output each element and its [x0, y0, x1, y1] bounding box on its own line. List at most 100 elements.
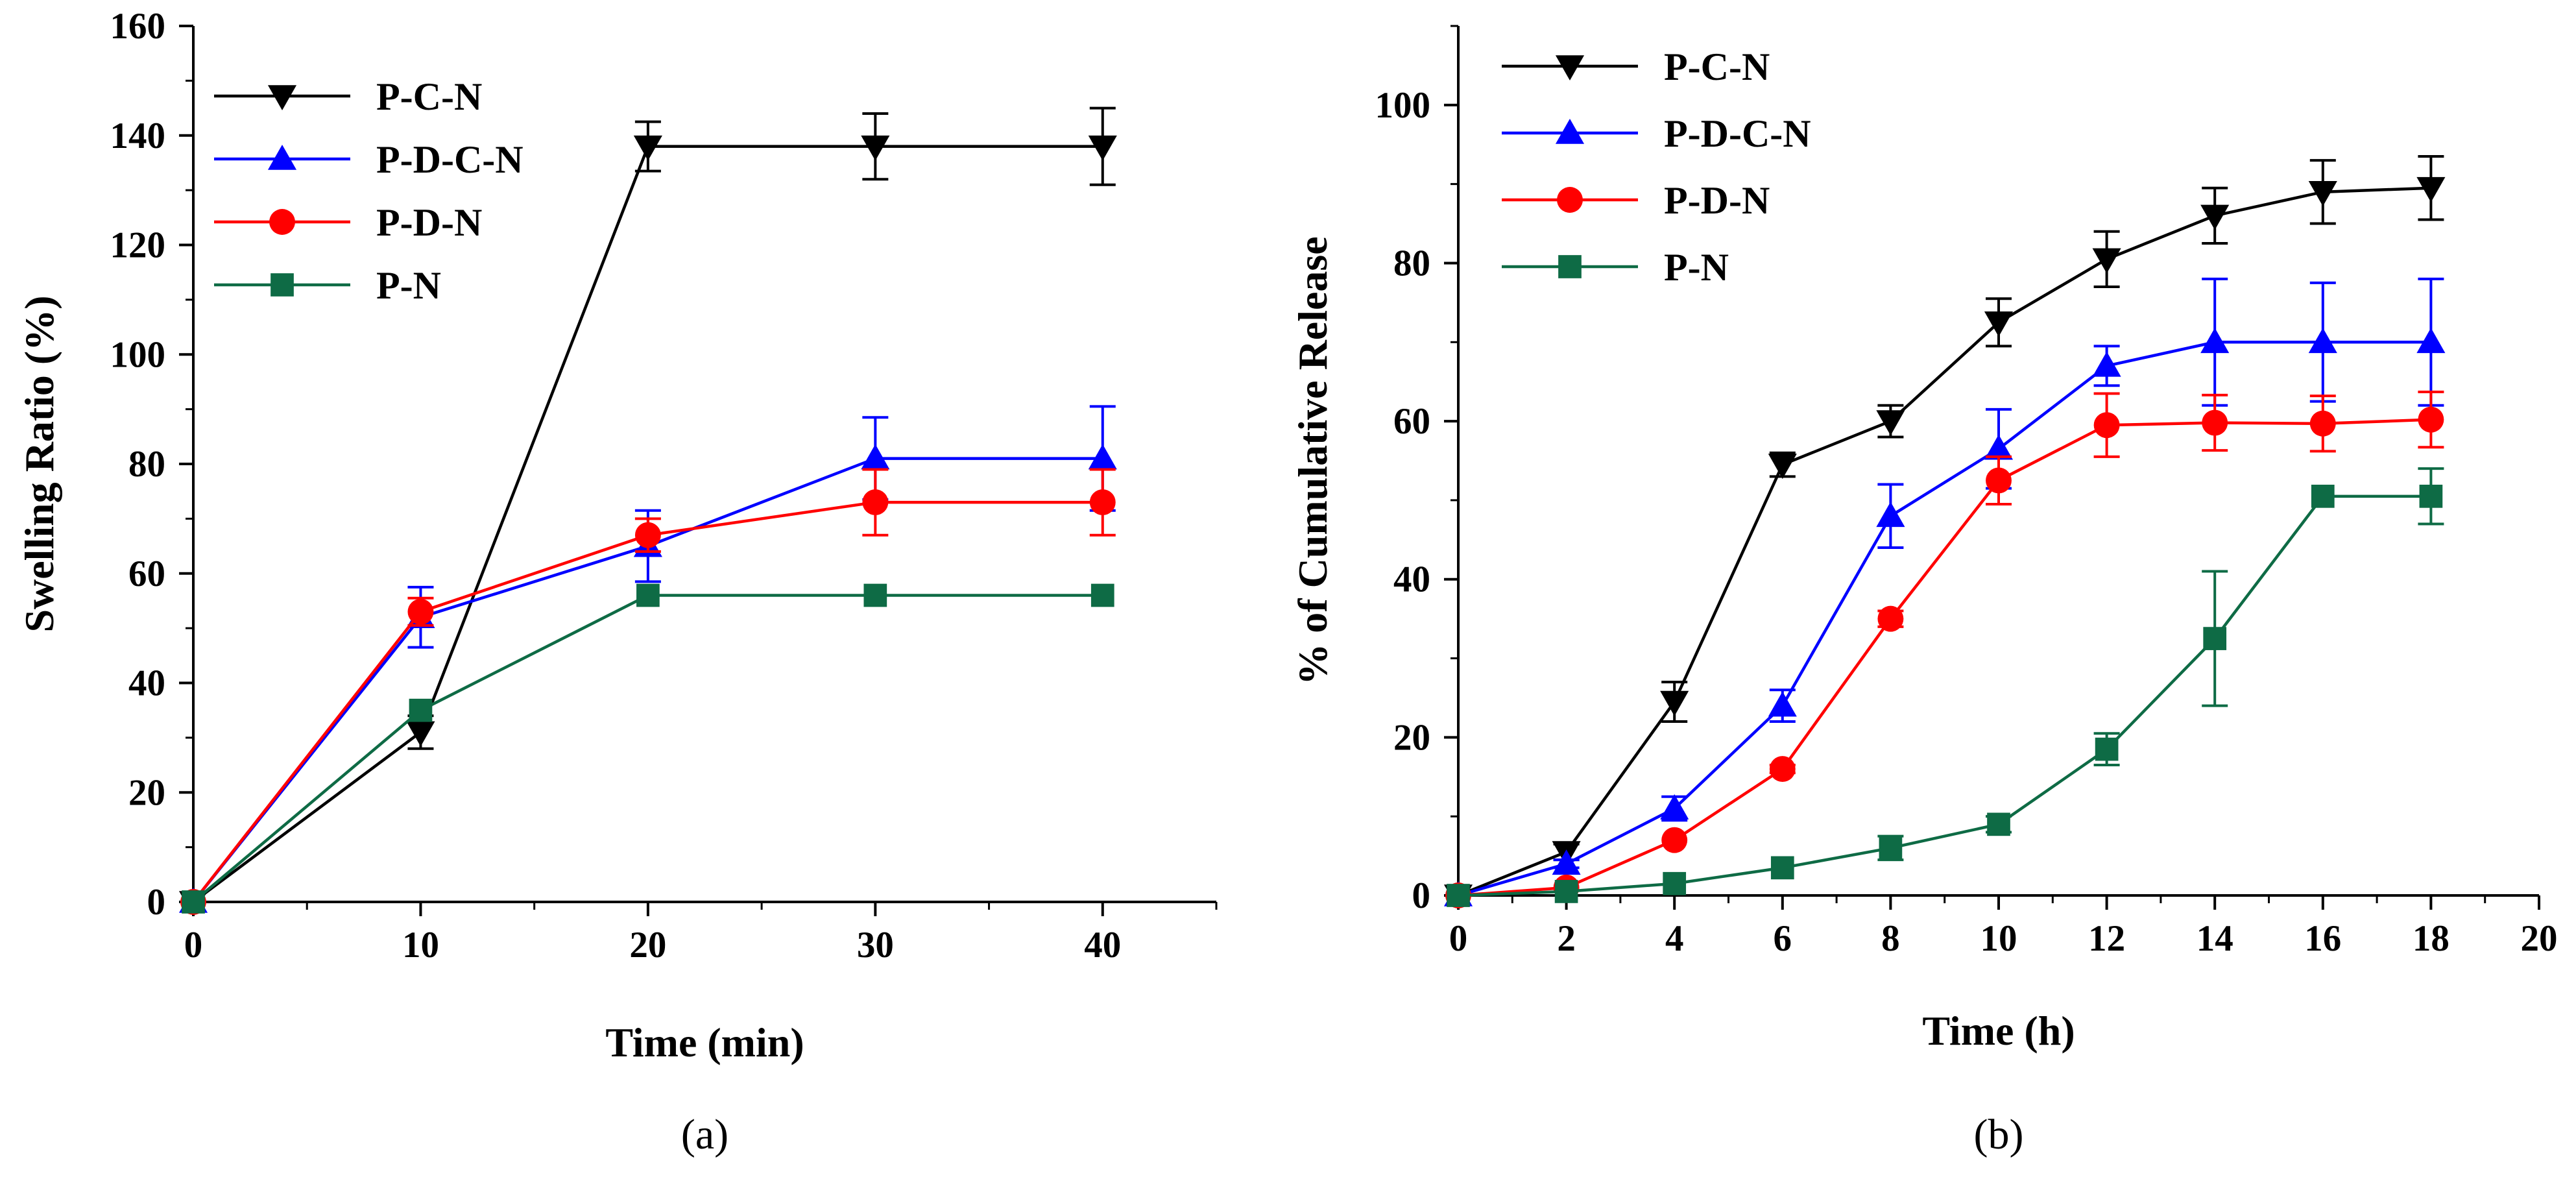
data-point-p-c-n — [2308, 181, 2337, 206]
y-tick-label: 140 — [110, 115, 166, 156]
legend-label-p-n: P-N — [1664, 246, 1729, 289]
data-point-p-n — [2311, 484, 2335, 508]
data-point-p-d-n — [2309, 410, 2336, 437]
legend-marker-p-d-c-n — [1555, 118, 1585, 144]
x-tick-label: 6 — [1774, 918, 1792, 959]
data-point-p-d-c-n — [1660, 794, 1689, 820]
data-point-p-n — [1879, 836, 1903, 860]
data-point-p-d-n — [2418, 406, 2444, 433]
y-tick-label: 100 — [110, 334, 166, 375]
data-point-p-n — [409, 698, 433, 722]
data-point-p-n — [182, 890, 205, 914]
x-tick-label: 2 — [1557, 918, 1576, 959]
x-tick-label: 10 — [1980, 918, 2017, 959]
legend-marker-p-d-c-n — [267, 144, 297, 170]
legend-marker-p-d-n — [269, 209, 295, 235]
series-line-p-n — [1458, 494, 2431, 897]
y-tick-label: 20 — [1393, 717, 1430, 758]
data-point-p-c-n — [1088, 135, 1117, 161]
x-tick-label: 20 — [2521, 918, 2558, 959]
series-p-d-n — [180, 468, 1116, 915]
data-point-p-d-n — [2202, 409, 2228, 436]
data-point-p-d-n — [1769, 756, 1796, 783]
x-axis-title: Time (min) — [605, 1019, 804, 1065]
legend-label-p-c-n: P-C-N — [1664, 45, 1770, 88]
legend: P-C-N P-D-C-N P-D-N P-N — [214, 75, 524, 307]
data-point-p-d-c-n — [1876, 502, 1905, 528]
x-tick-label: 4 — [1665, 918, 1684, 959]
y-tick-label: 80 — [128, 444, 165, 485]
legend-marker-p-c-n — [1555, 55, 1585, 81]
legend-label-p-c-n: P-C-N — [376, 75, 482, 118]
data-point-p-c-n — [2092, 248, 2121, 274]
x-tick-label: 14 — [2197, 918, 2233, 959]
y-tick-label: 40 — [128, 663, 165, 704]
legend-label-p-d-c-n: P-D-C-N — [1664, 112, 1811, 155]
series-p-c-n — [178, 106, 1117, 917]
data-point-p-n — [1090, 583, 1114, 607]
x-tick-label: 12 — [2088, 918, 2125, 959]
data-point-p-n — [2419, 484, 2443, 508]
data-point-p-d-c-n — [861, 444, 890, 470]
data-point-p-c-n — [633, 135, 662, 161]
data-point-p-n — [1663, 871, 1687, 895]
x-tick-label: 18 — [2413, 918, 2450, 959]
y-tick-label: 0 — [147, 882, 166, 923]
data-point-p-d-n — [1986, 467, 2012, 494]
series-p-n — [182, 583, 1114, 914]
data-point-p-c-n — [1768, 454, 1797, 480]
data-point-p-d-c-n — [2092, 351, 2121, 377]
legend-marker-p-d-n — [1557, 187, 1583, 213]
x-tick-label: 20 — [629, 925, 666, 966]
y-tick-label: 0 — [1412, 875, 1431, 916]
panel-a-chart: 0 10 20 30 40 0 20 40 60 80 100 120 140 160 Time (min)… — [16, 6, 1218, 1158]
data-point-p-n — [2095, 737, 2119, 761]
data-point-p-d-n — [407, 598, 434, 625]
data-point-p-c-n — [2200, 204, 2230, 230]
y-tick-label: 160 — [110, 6, 166, 47]
data-point-p-c-n — [1660, 690, 1689, 716]
data-point-p-d-n — [1089, 489, 1116, 516]
series-p-d-n — [1445, 391, 2444, 908]
data-point-p-d-c-n — [1552, 849, 1581, 875]
y-tick-label: 120 — [110, 225, 166, 266]
y-tick-label: 80 — [1393, 243, 1430, 284]
data-point-p-d-c-n — [2200, 328, 2230, 354]
data-point-p-c-n — [1876, 410, 1905, 436]
data-point-p-n — [1987, 812, 2010, 836]
data-point-p-c-n — [2416, 176, 2446, 202]
y-tick-label: 40 — [1393, 559, 1430, 600]
x-tick-label: 40 — [1084, 925, 1121, 966]
legend-label-p-n: P-N — [376, 264, 441, 307]
data-point-p-d-c-n — [1088, 444, 1117, 470]
data-point-p-d-c-n — [1768, 691, 1797, 717]
data-point-p-c-n — [1984, 311, 2014, 337]
series-line-p-d-c-n — [1458, 341, 2431, 897]
legend-label-p-d-n: P-D-N — [376, 201, 482, 244]
legend-marker-p-c-n — [267, 85, 297, 111]
data-point-p-n — [863, 583, 887, 607]
y-tick-label: 60 — [128, 553, 165, 594]
series-line-p-n — [192, 594, 1103, 903]
data-point-p-c-n — [861, 135, 890, 161]
data-point-p-n — [636, 583, 660, 607]
series-p-n — [1447, 467, 2444, 907]
legend-label-p-d-n: P-D-N — [1664, 179, 1770, 222]
data-point-p-c-n — [406, 721, 435, 747]
data-point-p-n — [1447, 884, 1470, 907]
legend: P-C-N P-D-C-N P-D-N P-N — [1502, 45, 1811, 289]
data-point-p-n — [1554, 880, 1578, 903]
data-point-p-d-c-n — [2308, 328, 2337, 354]
data-point-p-d-n — [634, 522, 661, 548]
x-tick-label: 16 — [2304, 918, 2341, 959]
y-tick-label: 60 — [1393, 401, 1430, 442]
data-point-p-d-c-n — [1984, 434, 2014, 460]
series-line-p-c-n — [1458, 186, 2431, 897]
x-tick-label: 0 — [184, 925, 203, 966]
data-point-p-d-n — [1661, 827, 1688, 853]
x-tick-label: 30 — [857, 925, 894, 966]
y-axis-title: Swelling Ratio (%) — [16, 295, 62, 632]
legend-marker-p-n — [1558, 255, 1582, 278]
data-point-p-n — [1770, 856, 1794, 880]
